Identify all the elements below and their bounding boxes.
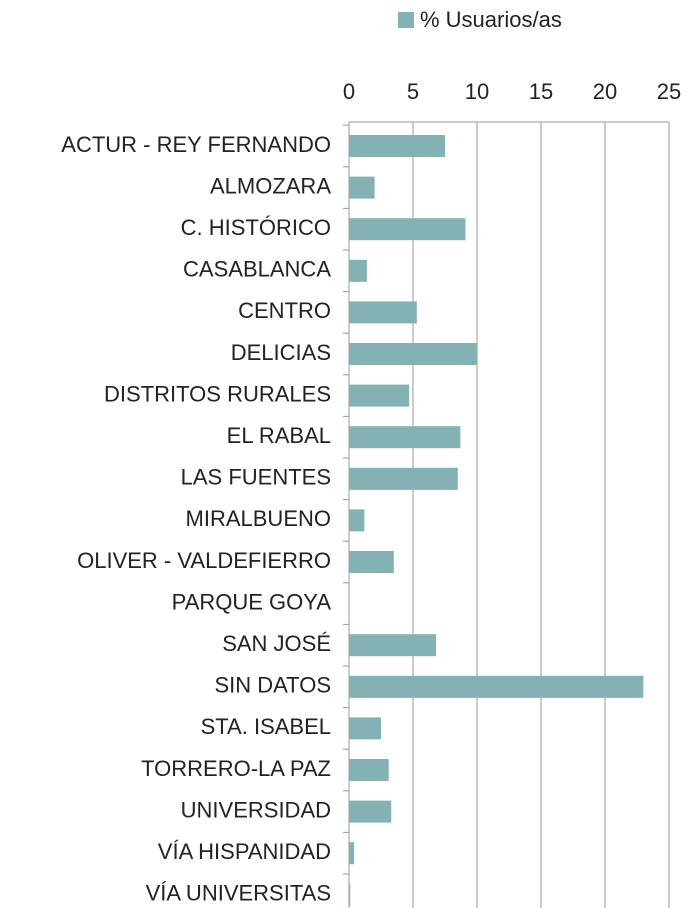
x-tick-label: 25: [657, 79, 681, 104]
bar: [349, 384, 410, 407]
bar: [349, 135, 445, 157]
bar: [349, 343, 477, 365]
y-tick-label: TORRERO-LA PAZ: [141, 756, 331, 781]
x-tick-label: 10: [465, 79, 489, 104]
x-tick-label: 15: [529, 79, 553, 104]
y-tick-label: LAS FUENTES: [181, 465, 331, 490]
y-tick-label: SIN DATOS: [214, 673, 331, 698]
bar: [349, 301, 417, 324]
y-tick-label: VÍA HISPANIDAD: [158, 839, 331, 864]
y-tick-label: SAN JOSÉ: [222, 631, 331, 656]
y-tick-label: UNIVERSIDAD: [181, 797, 331, 822]
y-tick-label: ALMOZARA: [210, 173, 331, 198]
bar: [349, 675, 644, 698]
y-tick-label: STA. ISABEL: [201, 714, 331, 739]
bar: [349, 717, 381, 740]
y-tick-label: C. HISTÓRICO: [181, 215, 331, 240]
y-tick-label: EL RABAL: [227, 423, 331, 448]
bar: [349, 800, 392, 823]
x-tick-label: 20: [593, 79, 617, 104]
x-tick-label: 0: [343, 79, 355, 104]
y-tick-label: CASABLANCA: [183, 257, 331, 282]
bar: [349, 259, 367, 282]
y-tick-label: DELICIAS: [231, 340, 331, 365]
legend-swatch: [398, 12, 414, 28]
y-tick-label: PARQUE GOYA: [172, 589, 332, 614]
bar: [349, 883, 351, 906]
bar: [349, 842, 355, 865]
bar: [349, 509, 365, 532]
y-tick-label: DISTRITOS RURALES: [104, 381, 331, 406]
bar: [349, 426, 461, 449]
y-tick-label: OLIVER - VALDEFIERRO: [77, 548, 331, 573]
y-tick-label: MIRALBUENO: [186, 506, 331, 531]
bar: [349, 551, 394, 573]
bar: [349, 634, 437, 657]
bar: [349, 467, 458, 490]
y-tick-label: VÍA UNIVERSITAS: [146, 881, 331, 906]
y-tick-label: ACTUR - REY FERNANDO: [61, 132, 331, 157]
bar: [349, 759, 389, 781]
bar: [349, 176, 375, 199]
x-tick-label: 5: [407, 79, 419, 104]
bar: [349, 218, 466, 241]
legend-label: % Usuarios/as: [420, 7, 562, 32]
y-tick-label: CENTRO: [238, 298, 331, 323]
